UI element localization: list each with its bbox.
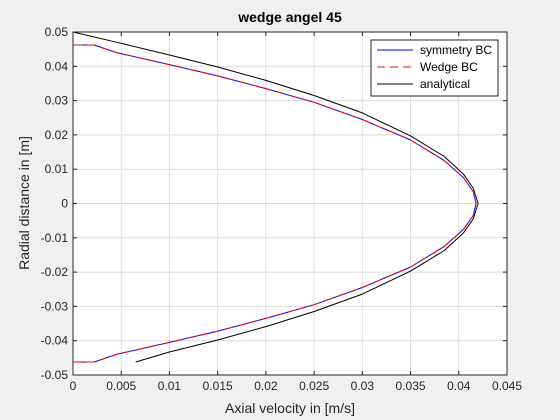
x-tick-label: 0.015: [203, 379, 233, 393]
x-tick-label: 0.04: [447, 379, 471, 393]
x-tick-label: 0.045: [492, 379, 522, 393]
axis-ticks: [72, 31, 508, 376]
y-tick-label: -0.05: [41, 368, 69, 382]
y-axis-label: Radial distance in [m]: [16, 136, 32, 270]
y-tick-label: 0.02: [45, 128, 69, 142]
chart-title: wedge angel 45: [237, 9, 342, 25]
legend-entry: analytical: [420, 77, 470, 91]
legend-box: [370, 39, 499, 97]
y-axis-tick-labels: -0.05 -0.04 -0.03 -0.02 -0.01 0 0.01 0.02 0.03 0.…: [41, 25, 69, 382]
series-line-analytical: [72, 31, 479, 363]
y-tick-label: -0.03: [41, 299, 69, 313]
legend: symmetry BC Wedge BC analytical: [370, 39, 499, 97]
x-tick-label: 0.005: [106, 379, 136, 393]
y-tick-label: 0.01: [45, 162, 69, 176]
x-tick-label: 0: [70, 379, 77, 393]
x-axis-label: Axial velocity in [m/s]: [225, 400, 355, 416]
x-axis-tick-labels: 0 0.005 0.01 0.015 0.02 0.025 0.03 0.035 0.04 0.0…: [70, 379, 523, 393]
y-tick-label: 0.04: [45, 59, 69, 73]
series-line-wedge-bc: [73, 44, 477, 363]
x-tick-label: 0.03: [351, 379, 375, 393]
series-lines: [72, 31, 479, 363]
x-tick-label: 0.01: [158, 379, 182, 393]
y-tick-label: 0.03: [45, 94, 69, 108]
y-tick-label: 0.05: [45, 25, 69, 39]
y-tick-label: -0.04: [41, 334, 69, 348]
x-tick-label: 0.025: [299, 379, 329, 393]
x-tick-label: 0.035: [396, 379, 426, 393]
y-tick-label: -0.01: [41, 231, 69, 245]
legend-entry: Wedge BC: [420, 60, 478, 74]
y-tick-label: -0.02: [41, 265, 69, 279]
x-tick-label: 0.02: [254, 379, 278, 393]
y-tick-label: 0: [61, 197, 68, 211]
legend-entry: symmetry BC: [420, 43, 492, 57]
